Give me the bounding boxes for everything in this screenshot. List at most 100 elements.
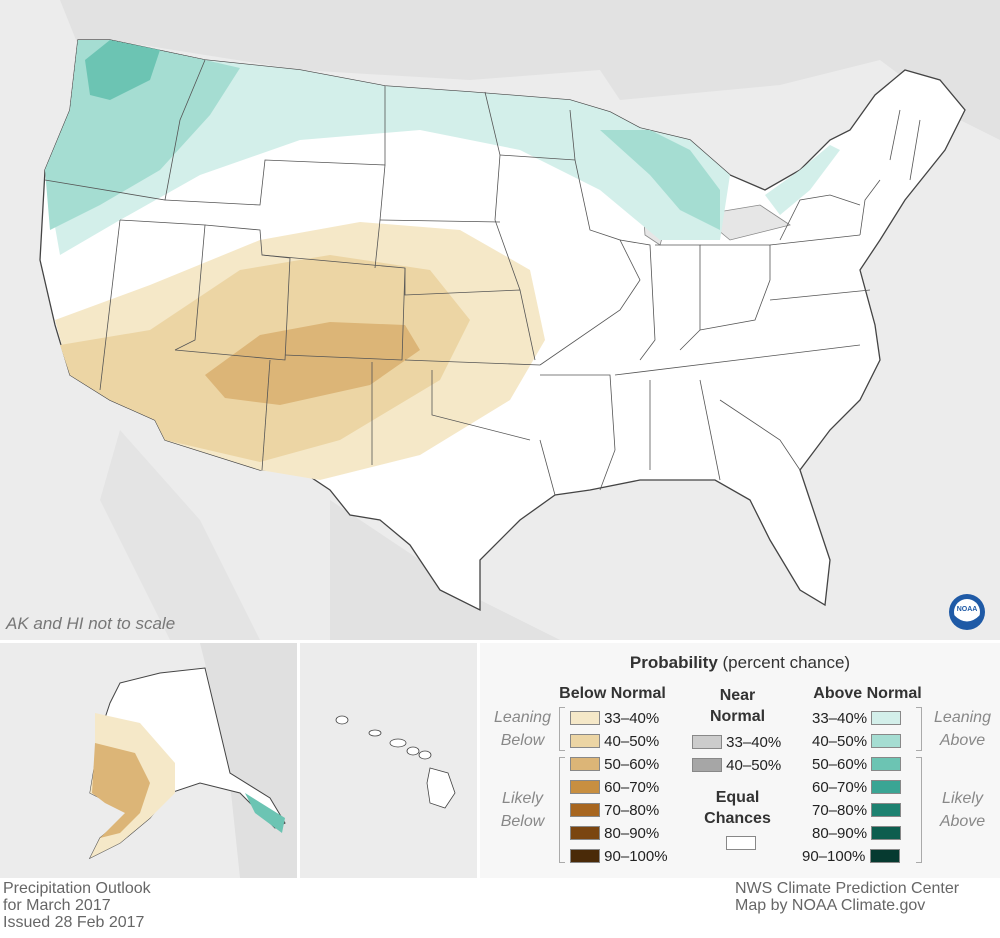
below-label-3: 60–70% — [604, 778, 660, 796]
above-label-0: 33–40% — [812, 709, 868, 727]
below-label-6: 90–100% — [604, 847, 668, 865]
alaska-svg — [0, 643, 297, 878]
likely-below-line1: Likely — [502, 790, 543, 807]
canada-land — [0, 0, 1000, 140]
above-row-2: 50–60% — [812, 753, 902, 775]
below-row-6: 90–100% — [570, 845, 668, 867]
near-row-1: 40–50% — [692, 754, 781, 776]
above-row-6: 90–100% — [802, 845, 900, 867]
likely-above-label: Likely Above — [925, 787, 1000, 833]
footer-issued: Issued 28 Feb 2017 — [3, 914, 145, 931]
above-swatch-1 — [871, 734, 902, 748]
below-normal-heading: Below Normal — [559, 685, 666, 702]
above-row-3: 60–70% — [812, 776, 902, 798]
below-swatch-2 — [570, 757, 600, 771]
ny-above-region — [765, 145, 840, 215]
below-swatch-1 — [570, 734, 600, 748]
below-50-60-region — [205, 322, 420, 405]
below-row-4: 70–80% — [570, 799, 659, 821]
likely-above-line2: Above — [939, 813, 986, 830]
above-row-0: 33–40% — [812, 707, 902, 729]
above-swatch-2 — [871, 757, 902, 771]
equal-chances-heading: Equal Chances — [690, 787, 785, 829]
state-lines — [44, 59, 921, 496]
above-swatch-5 — [871, 826, 902, 840]
footer-source: NWS Climate Prediction Center — [735, 880, 960, 897]
below-label-1: 40–50% — [604, 732, 660, 750]
footer-title: Precipitation Outlook — [3, 880, 151, 897]
above-swatch-3 — [871, 780, 902, 794]
below-swatch-6 — [570, 849, 600, 863]
leaning-below-line1: Leaning — [494, 709, 551, 726]
below-row-0: 33–40% — [570, 707, 659, 729]
below-swatch-0 — [570, 711, 600, 725]
below-label-0: 33–40% — [604, 709, 660, 727]
legend: Probability (percent chance) Below Norma… — [480, 643, 1000, 878]
below-row-2: 50–60% — [570, 753, 659, 775]
above-label-2: 50–60% — [812, 755, 868, 773]
bracket-likely-above — [916, 757, 922, 863]
above-label-3: 60–70% — [812, 778, 868, 796]
hawaii-svg — [300, 643, 477, 878]
michigan-above-region — [600, 130, 720, 230]
above-swatch-6 — [869, 849, 900, 863]
equal-swatch — [726, 836, 756, 850]
equal-row — [726, 832, 756, 854]
near-heading-line1: Near — [719, 687, 756, 704]
above-normal-heading: Above Normal — [813, 685, 922, 702]
ak-panhandle-above — [245, 793, 285, 833]
above-label-4: 70–80% — [812, 801, 868, 819]
footer-credit: Map by NOAA Climate.gov — [735, 897, 926, 914]
footer-left: Precipitation Outlook for March 2017 Iss… — [3, 880, 151, 931]
legend-title: Probability (percent chance) — [480, 653, 1000, 673]
baja-land — [100, 430, 260, 640]
ak-below-50-60 — [92, 743, 150, 838]
footer-period: for March 2017 — [3, 897, 111, 914]
below-label-2: 50–60% — [604, 755, 660, 773]
bracket-leaning-below — [559, 707, 565, 751]
likely-above-line1: Likely — [942, 790, 983, 807]
alaska-inset — [0, 643, 297, 878]
noaa-logo-text: NOAA — [957, 606, 978, 613]
above-row-5: 80–90% — [812, 822, 902, 844]
hawaii-inset — [300, 643, 477, 878]
below-swatch-4 — [570, 803, 600, 817]
near-normal-heading: Near Normal — [690, 685, 785, 727]
above-swatch-4 — [871, 803, 902, 817]
above-label-5: 80–90% — [812, 824, 868, 842]
near-label-0: 33–40% — [726, 733, 782, 751]
above-50-60-region — [85, 40, 160, 100]
leaning-above-label: Leaning Above — [925, 706, 1000, 752]
leaning-above-line1: Leaning — [934, 709, 991, 726]
mexico-land — [330, 500, 560, 640]
noaa-logo: NOAA — [949, 594, 985, 630]
equal-line2: Chances — [704, 810, 771, 827]
below-row-1: 40–50% — [570, 730, 659, 752]
legend-title-bold: Probability — [629, 653, 718, 672]
conus-map-svg: NOAA — [0, 0, 1000, 640]
scale-note: AK and HI not to scale — [6, 614, 176, 633]
below-row-5: 80–90% — [570, 822, 659, 844]
below-swatch-3 — [570, 780, 600, 794]
leaning-below-label: Leaning Below — [485, 706, 560, 752]
above-label-6: 90–100% — [802, 847, 866, 865]
leaning-above-line2: Above — [939, 732, 986, 749]
below-label-5: 80–90% — [604, 824, 660, 842]
near-swatch-0 — [692, 735, 722, 749]
conus-map: NOAA AK and HI not to scale — [0, 0, 1000, 640]
above-swatch-0 — [871, 711, 902, 725]
below-swatch-5 — [570, 826, 600, 840]
bracket-leaning-above — [916, 707, 922, 751]
equal-line1: Equal — [715, 789, 760, 806]
legend-title-rest: (percent chance) — [717, 653, 851, 672]
near-swatch-1 — [692, 758, 722, 772]
near-row-0: 33–40% — [692, 731, 781, 753]
above-label-1: 40–50% — [812, 732, 868, 750]
near-heading-line2: Normal — [709, 708, 766, 725]
footer-right: NWS Climate Prediction Center Map by NOA… — [735, 880, 959, 914]
likely-below-line2: Below — [500, 813, 545, 830]
below-row-3: 60–70% — [570, 776, 659, 798]
hawaii-islands — [335, 715, 456, 809]
near-label-1: 40–50% — [726, 756, 782, 774]
leaning-below-line2: Below — [500, 732, 545, 749]
